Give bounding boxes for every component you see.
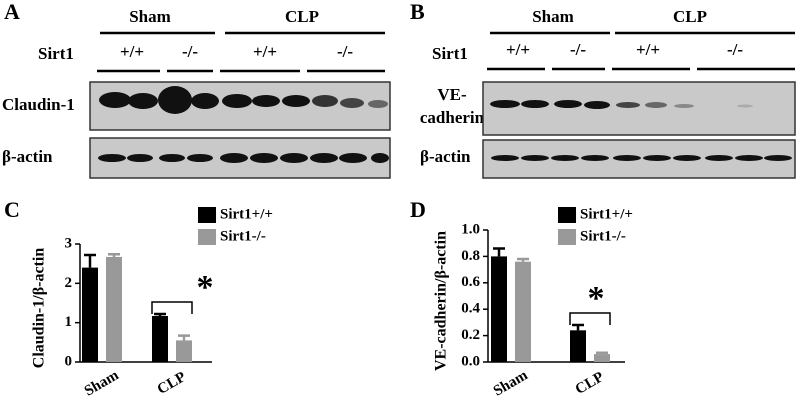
bar xyxy=(106,256,122,362)
group-label: CLP xyxy=(285,7,319,26)
blot xyxy=(482,81,796,136)
genotype: +/+ xyxy=(120,42,144,61)
y-axis-label: VE-cadherin/β-actin xyxy=(433,231,450,371)
error-bar xyxy=(493,247,505,257)
group-label: Sham xyxy=(129,7,171,26)
panel-letter: C xyxy=(4,197,20,222)
genotype: +/+ xyxy=(506,40,530,59)
x-tick-label: Sham xyxy=(491,367,531,399)
band-label: cadherin xyxy=(420,108,485,127)
error-bar xyxy=(154,312,166,316)
error-bar xyxy=(178,334,190,341)
y-axis-label: Claudin-1/β-actin xyxy=(31,248,48,369)
bar xyxy=(570,330,586,362)
y-tick-label: 0.2 xyxy=(461,327,480,343)
y-tick-label: 0.6 xyxy=(461,274,480,290)
bar xyxy=(515,261,531,362)
row-label: Sirt1 xyxy=(432,44,468,63)
annotation: * xyxy=(197,269,214,306)
genotype: -/- xyxy=(727,40,743,59)
panel-letter: A xyxy=(4,0,20,24)
y-tick-label: 3 xyxy=(65,235,73,251)
error-bar xyxy=(517,257,529,262)
genotype: -/- xyxy=(570,40,586,59)
legend-label: Sirt1-/- xyxy=(220,228,266,244)
bar xyxy=(152,315,168,362)
genotype: +/+ xyxy=(636,40,660,59)
genotype: -/- xyxy=(182,42,198,61)
legend-swatch xyxy=(558,207,576,223)
error-bar xyxy=(84,253,96,268)
y-tick-label: 0.4 xyxy=(461,301,480,317)
group-label: Sham xyxy=(532,7,574,26)
error-bar xyxy=(596,351,608,355)
y-tick-label: 0.0 xyxy=(461,353,480,369)
genotype: +/+ xyxy=(253,42,277,61)
error-bar xyxy=(572,323,584,331)
legend-label: Sirt1-/- xyxy=(580,228,626,244)
bar xyxy=(491,256,507,362)
bands xyxy=(98,86,389,163)
bands xyxy=(490,100,792,161)
y-tick-label: 0 xyxy=(65,353,73,369)
significance-bracket xyxy=(569,312,611,326)
legend-swatch xyxy=(198,207,216,223)
y-tick-label: 1 xyxy=(65,314,73,330)
x-tick-label: CLP xyxy=(155,369,189,398)
significance-bracket xyxy=(151,301,193,315)
band-label: Claudin-1 xyxy=(2,95,75,114)
genotype: -/- xyxy=(337,42,353,61)
band-label: β-actin xyxy=(420,147,471,166)
legend-swatch xyxy=(198,229,216,245)
panel-letter: D xyxy=(410,197,426,222)
bar xyxy=(82,267,98,362)
legend-label: Sirt1+/+ xyxy=(220,206,273,222)
y-tick-label: 2 xyxy=(65,275,73,291)
y-tick-label: 0.8 xyxy=(461,248,480,264)
panel-letter: B xyxy=(410,0,425,24)
x-tick-label: CLP xyxy=(573,369,607,398)
error-bar xyxy=(108,252,120,257)
bar xyxy=(176,340,192,362)
annotation: * xyxy=(588,280,605,317)
band-label: VE- xyxy=(437,85,467,104)
x-tick-label: Sham xyxy=(82,367,122,399)
y-tick-label: 1.0 xyxy=(461,221,480,237)
legend-swatch xyxy=(558,229,576,245)
group-label: CLP xyxy=(673,7,707,26)
row-label: Sirt1 xyxy=(38,44,74,63)
bar xyxy=(594,354,610,362)
legend-label: Sirt1+/+ xyxy=(580,206,633,222)
band-label: β-actin xyxy=(2,147,53,166)
